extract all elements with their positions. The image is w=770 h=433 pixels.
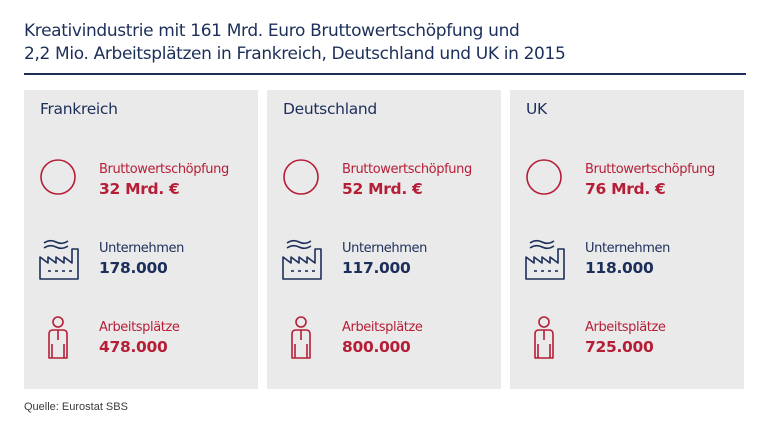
companies-value: 118.000 [585, 259, 654, 277]
gva-stat: Bruttowertschöpfung 76 Mrd. € [524, 156, 739, 208]
circle-icon [38, 156, 82, 204]
person-icon [524, 314, 568, 362]
gva-stat: Bruttowertschöpfung 52 Mrd. € [281, 156, 496, 208]
circle-icon [281, 156, 325, 204]
country-panel-frankreich: Frankreich Bruttowertschöpfung 32 Mrd. €… [24, 90, 258, 389]
infographic-title: Kreativindustrie mit 161 Mrd. Euro Brutt… [24, 20, 754, 66]
title-line-1: Kreativindustrie mit 161 Mrd. Euro Brutt… [24, 21, 520, 41]
companies-stat: Unternehmen 178.000 [38, 235, 253, 287]
jobs-label: Arbeitsplätze [585, 320, 666, 335]
factory-icon [38, 235, 82, 283]
jobs-stat: Arbeitsplätze 725.000 [524, 314, 739, 366]
gva-label: Bruttowertschöpfung [585, 162, 715, 177]
source-note: Quelle: Eurostat SBS [24, 401, 128, 413]
country-name: Deutschland [283, 100, 377, 118]
country-name: UK [526, 100, 547, 118]
companies-label: Unternehmen [99, 241, 184, 256]
person-icon [38, 314, 82, 362]
companies-value: 178.000 [99, 259, 168, 277]
gva-stat: Bruttowertschöpfung 32 Mrd. € [38, 156, 253, 208]
factory-icon [524, 235, 568, 283]
person-icon [281, 314, 325, 362]
jobs-stat: Arbeitsplätze 478.000 [38, 314, 253, 366]
jobs-label: Arbeitsplätze [342, 320, 423, 335]
jobs-value: 478.000 [99, 338, 168, 356]
companies-stat: Unternehmen 117.000 [281, 235, 496, 287]
jobs-value: 725.000 [585, 338, 654, 356]
gva-value: 32 Mrd. € [99, 180, 180, 198]
companies-label: Unternehmen [585, 241, 670, 256]
companies-value: 117.000 [342, 259, 411, 277]
title-line-2: 2,2 Mio. Arbeitsplätzen in Frankreich, D… [24, 44, 566, 64]
jobs-value: 800.000 [342, 338, 411, 356]
jobs-label: Arbeitsplätze [99, 320, 180, 335]
companies-stat: Unternehmen 118.000 [524, 235, 739, 287]
country-name: Frankreich [40, 100, 118, 118]
factory-icon [281, 235, 325, 283]
circle-icon [524, 156, 568, 204]
country-panel-deutschland: Deutschland Bruttowertschöpfung 52 Mrd. … [267, 90, 501, 389]
title-divider [24, 73, 746, 75]
companies-label: Unternehmen [342, 241, 427, 256]
country-panel-uk: UK Bruttowertschöpfung 76 Mrd. € Unterne… [510, 90, 744, 389]
gva-value: 52 Mrd. € [342, 180, 423, 198]
gva-value: 76 Mrd. € [585, 180, 666, 198]
gva-label: Bruttowertschöpfung [342, 162, 472, 177]
jobs-stat: Arbeitsplätze 800.000 [281, 314, 496, 366]
gva-label: Bruttowertschöpfung [99, 162, 229, 177]
